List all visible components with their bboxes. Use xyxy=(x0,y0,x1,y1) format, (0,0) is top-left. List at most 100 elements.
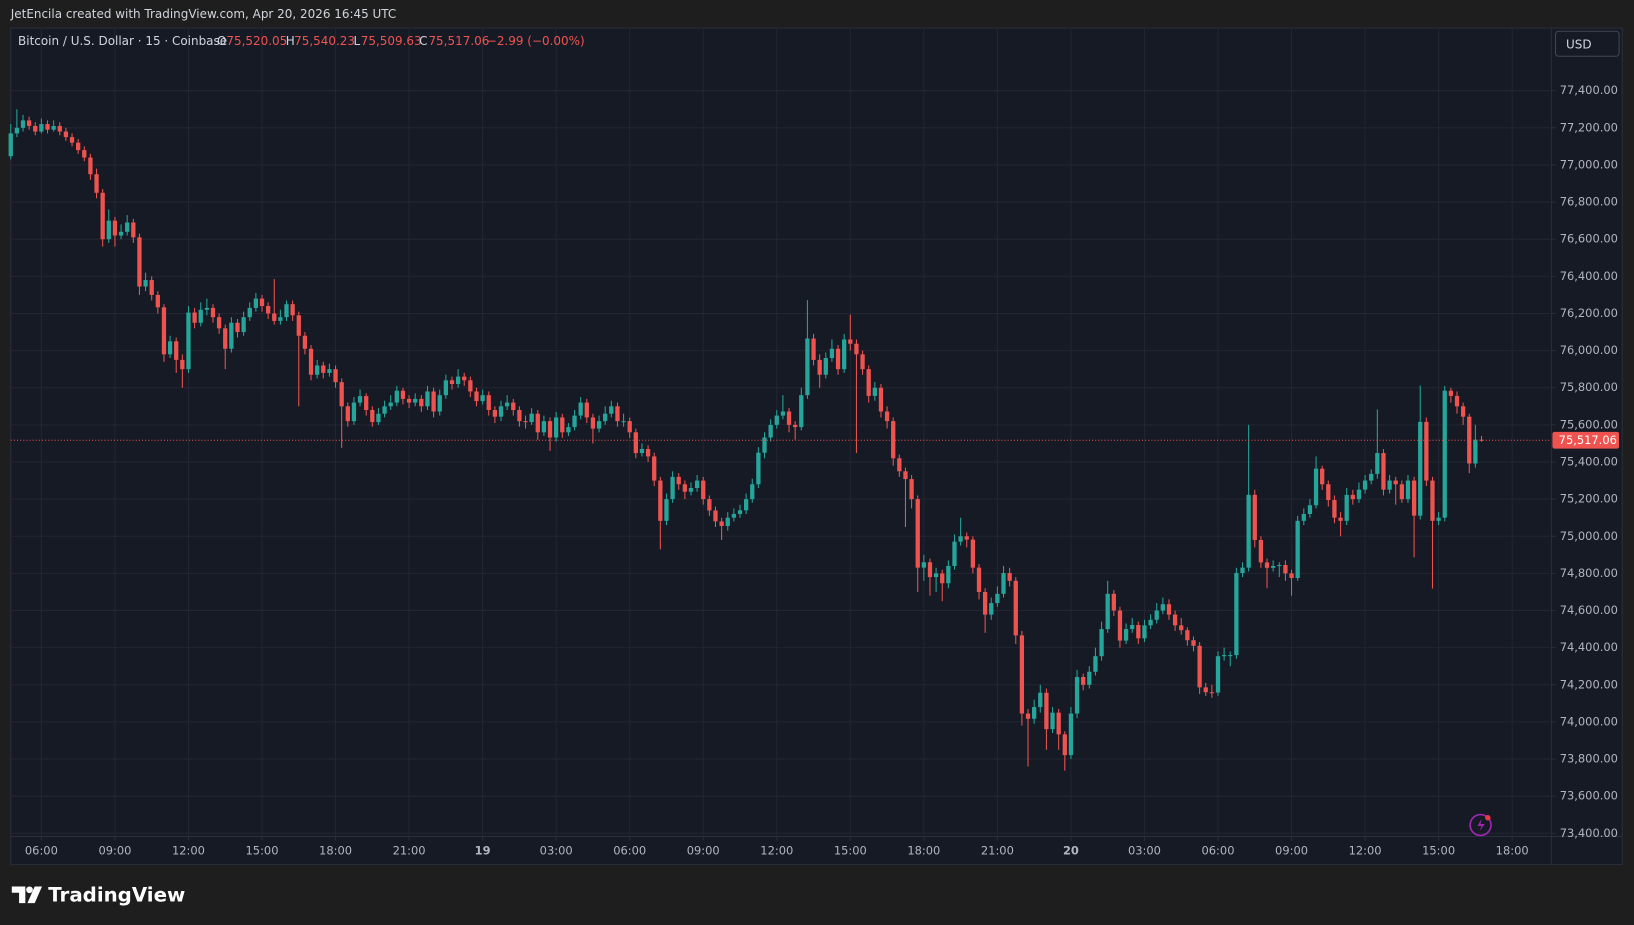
candle-body xyxy=(88,157,93,175)
candle-body xyxy=(106,220,111,240)
candle-body xyxy=(419,398,424,407)
candle-body xyxy=(155,294,160,308)
currency-label[interactable]: USD xyxy=(1566,37,1592,51)
candle-body xyxy=(976,567,982,592)
candle-body xyxy=(357,396,363,403)
candle-body xyxy=(1154,610,1159,620)
candle-body xyxy=(1448,390,1454,396)
candle-body xyxy=(174,341,179,360)
assistant-icon[interactable] xyxy=(1469,813,1492,837)
candle-body xyxy=(51,125,56,130)
candle-body xyxy=(1050,712,1055,730)
candle-body xyxy=(143,280,148,287)
candle-body xyxy=(1228,655,1233,657)
x-tick-label: 15:00 xyxy=(246,844,279,858)
candle-body xyxy=(688,487,694,492)
open-key: O xyxy=(217,34,226,48)
candle-body xyxy=(204,307,209,310)
candle-body xyxy=(1032,707,1037,719)
candle-body xyxy=(1025,713,1031,719)
candle-body xyxy=(210,307,216,318)
candle-body xyxy=(1332,500,1337,518)
candle-body xyxy=(639,449,645,454)
y-tick-label: 74,400.00 xyxy=(1560,640,1618,654)
candle-body xyxy=(302,335,308,349)
candle-body xyxy=(554,417,559,438)
candle-body xyxy=(799,395,804,428)
y-tick-label: 75,200.00 xyxy=(1560,492,1618,506)
candle-body xyxy=(511,402,516,411)
currency-button[interactable] xyxy=(1555,30,1620,57)
candle-body xyxy=(247,307,252,318)
candle-body xyxy=(272,313,277,321)
candle-body xyxy=(1283,565,1288,574)
y-tick-label: 75,000.00 xyxy=(1560,529,1618,543)
candle-body xyxy=(308,348,314,375)
candle-body xyxy=(394,390,399,403)
x-tick-label: 09:00 xyxy=(687,844,720,858)
candle-body xyxy=(670,476,675,500)
candle-body xyxy=(82,150,87,158)
candle-body xyxy=(713,510,718,522)
x-tick-label: 20 xyxy=(1063,844,1079,858)
candle-body xyxy=(290,304,295,316)
candle-body xyxy=(413,398,418,403)
candle-body xyxy=(45,124,50,130)
candle-body xyxy=(523,421,528,423)
x-tick-label: 21:00 xyxy=(981,844,1014,858)
candle-body xyxy=(1099,629,1104,657)
candle-body xyxy=(351,402,357,422)
candle-body xyxy=(891,421,896,459)
low-key: L xyxy=(353,34,360,48)
candle-body xyxy=(1038,692,1043,708)
candle-body xyxy=(259,298,265,307)
candle-body xyxy=(1460,406,1466,417)
candle-body xyxy=(1019,635,1025,714)
candle-body xyxy=(1375,453,1380,474)
candle-body xyxy=(1479,439,1484,441)
candle-body xyxy=(884,411,890,422)
candle-body xyxy=(1418,421,1423,516)
candle-body xyxy=(1313,468,1319,506)
candle-body xyxy=(339,382,344,407)
candle-body xyxy=(731,513,737,518)
candle-body xyxy=(480,395,485,402)
candle-body xyxy=(345,406,350,422)
candle-body xyxy=(180,359,185,370)
candle-body xyxy=(443,380,448,396)
symbol[interactable]: Bitcoin / U.S. Dollar · 15 · Coinbase xyxy=(18,34,227,48)
candle-body xyxy=(940,573,945,584)
candle-body xyxy=(388,402,393,407)
candle-body xyxy=(186,312,191,370)
x-tick-label: 18:00 xyxy=(1496,844,1529,858)
candle-body xyxy=(1295,520,1300,579)
candle-body xyxy=(400,390,406,399)
candle-body xyxy=(1307,505,1313,514)
candle-body xyxy=(1130,624,1135,630)
open-value: 75,520.05 xyxy=(226,34,287,48)
candle-body xyxy=(1074,676,1080,714)
candle-body xyxy=(1197,645,1202,688)
candle-body xyxy=(1442,390,1447,518)
candle-body xyxy=(468,380,473,392)
candle-body xyxy=(241,317,246,333)
candle-body xyxy=(1338,517,1343,521)
candle-body xyxy=(1185,630,1190,641)
x-tick-label: 18:00 xyxy=(319,844,352,858)
y-tick-label: 73,600.00 xyxy=(1560,789,1618,803)
candle-body xyxy=(578,402,583,416)
candle-body xyxy=(854,343,859,355)
x-tick-label: 12:00 xyxy=(760,844,793,858)
candle-body xyxy=(1246,494,1251,568)
candle-body xyxy=(1289,573,1294,579)
candle-body xyxy=(768,424,773,438)
low-value: 75,509.63 xyxy=(361,34,422,48)
candle-body xyxy=(560,417,565,433)
candle-body xyxy=(737,510,743,514)
y-tick-label: 73,400.00 xyxy=(1560,826,1618,840)
y-tick-label: 74,000.00 xyxy=(1560,714,1618,728)
candle-body xyxy=(596,421,602,429)
candle-body xyxy=(1142,625,1147,639)
candle-body xyxy=(982,591,988,615)
candle-body xyxy=(137,237,142,287)
